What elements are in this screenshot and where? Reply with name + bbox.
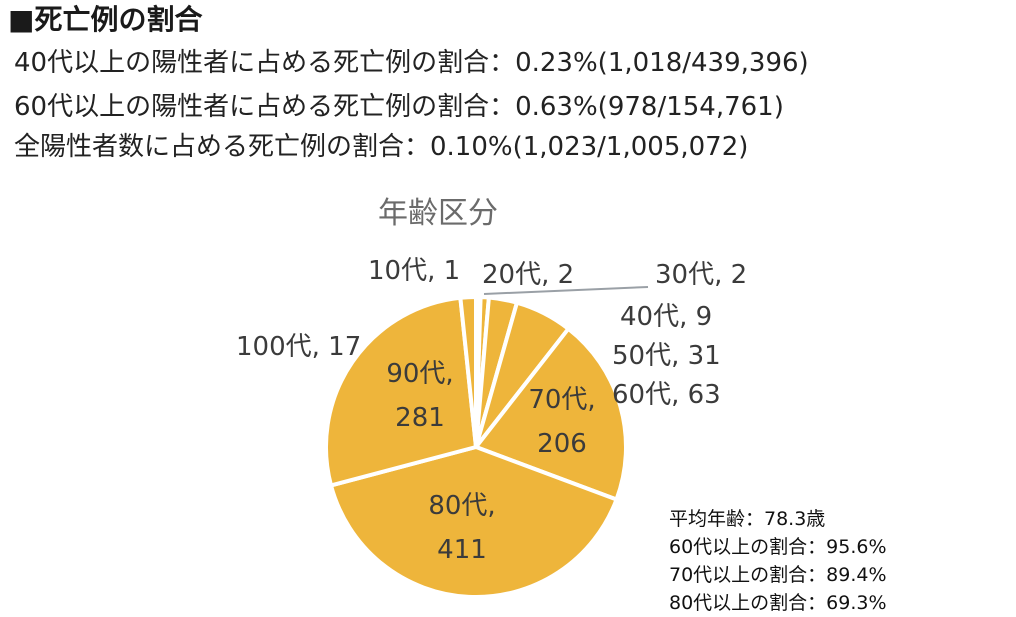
- slice-label-80s-value: 411: [437, 535, 487, 565]
- slice-label-70s: 70代, 206: [514, 378, 610, 466]
- summary-80s-plus: 80代以上の割合：69.3%: [669, 592, 887, 614]
- slice-label-100s: 100代, 17: [236, 332, 362, 362]
- slice-label-90s: 90代, 281: [372, 352, 468, 440]
- slice-label-40s: 40代, 9: [620, 302, 713, 332]
- slice-label-50s: 50代, 31: [612, 341, 721, 371]
- summary-70s-plus: 70代以上の割合：89.4%: [669, 564, 887, 586]
- summary-average-age: 平均年齢：78.3歳: [669, 508, 826, 530]
- pie-slice-90代: [324, 295, 478, 488]
- slice-label-80s: 80代, 411: [414, 484, 510, 572]
- pie-slice-70代: [474, 326, 628, 502]
- slice-label-60s: 60代, 63: [612, 380, 721, 410]
- stat-line-all: 全陽性者数に占める死亡例の割合：0.10%(1,023/1,005,072): [14, 132, 749, 162]
- stat-line-60s-plus: 60代以上の陽性者に占める死亡例の割合：0.63%(978/154,761): [14, 92, 784, 122]
- slice-label-90s-category: 90代,: [386, 359, 454, 389]
- slice-label-20s: 20代, 2: [482, 260, 575, 290]
- section-heading: ■死亡例の割合: [8, 3, 203, 36]
- slice-label-70s-value: 206: [537, 429, 587, 459]
- stat-line-40s-plus: 40代以上の陽性者に占める死亡例の割合：0.23%(1,018/439,396): [14, 48, 809, 78]
- slice-label-30s: 30代, 2: [655, 260, 748, 290]
- slice-label-80s-category: 80代,: [428, 491, 496, 521]
- summary-60s-plus: 60代以上の割合：95.6%: [669, 536, 887, 558]
- slice-label-90s-value: 281: [395, 403, 445, 433]
- slice-label-10s: 10代, 1: [368, 256, 461, 286]
- leader-line-30s: [483, 286, 649, 295]
- slice-label-70s-category: 70代,: [528, 385, 596, 415]
- pie-slice-80代: [329, 445, 619, 599]
- chart-title: 年齢区分: [378, 196, 498, 231]
- pie-slice-100代: [458, 295, 478, 449]
